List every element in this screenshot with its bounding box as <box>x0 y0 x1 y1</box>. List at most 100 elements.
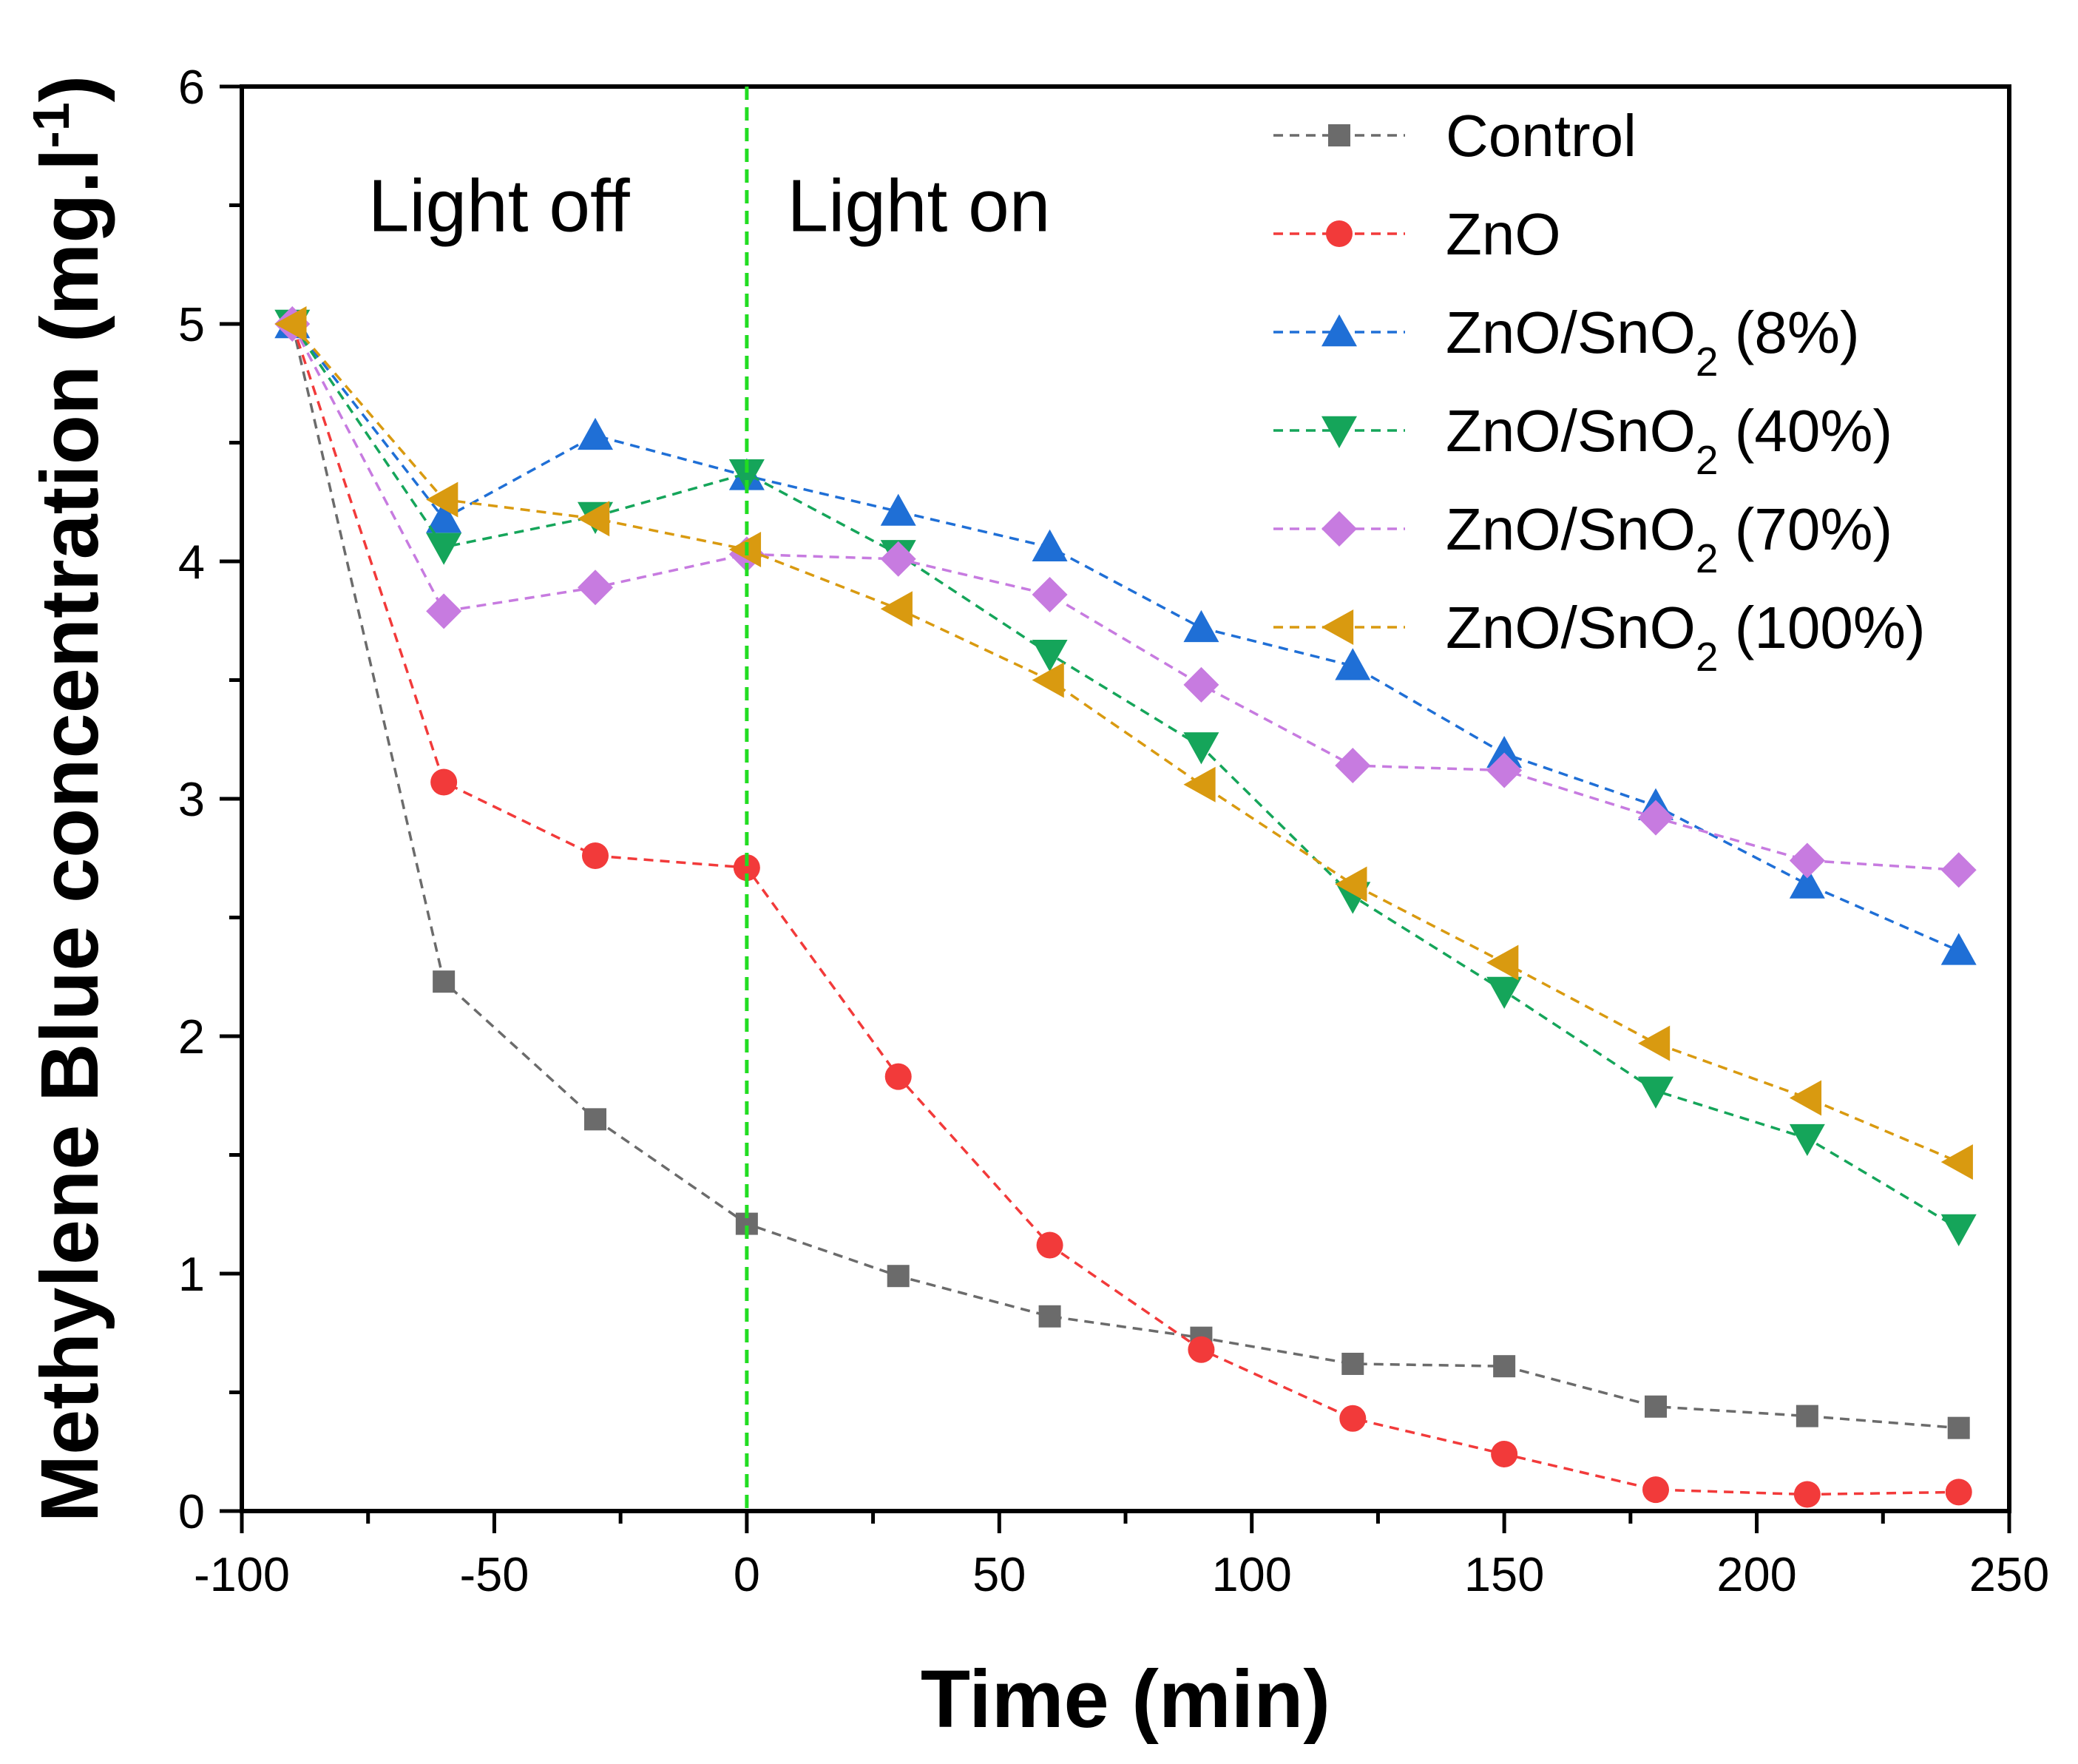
data-point <box>1491 1440 1518 1467</box>
series-line <box>291 323 1959 1496</box>
data-point <box>1486 752 1523 788</box>
data-point <box>1493 1355 1516 1378</box>
data-point <box>887 1265 910 1288</box>
data-point <box>582 842 609 870</box>
y-axis-title-main: Methylene Blue concentration (mg.l <box>24 148 115 1522</box>
data-point <box>1945 1479 1972 1506</box>
data-point <box>1486 944 1519 981</box>
legend-item-3: ZnO/SnO2 (8%) <box>1273 300 1860 385</box>
series-5 <box>274 306 1977 888</box>
legend-label: ZnO <box>1446 201 1561 267</box>
legend-label-name: ZnO <box>1446 201 1561 267</box>
legend-item-6: ZnO/SnO2 (100%) <box>1273 595 1926 680</box>
legend-label-suffix: (100%) <box>1718 595 1925 660</box>
series-6 <box>274 306 1973 1180</box>
data-point <box>1789 1123 1825 1157</box>
x-tick-label: -50 <box>459 1547 529 1601</box>
legend-label-suffix: (8%) <box>1718 300 1859 365</box>
data-point <box>1638 1025 1671 1061</box>
data-point <box>884 1063 912 1090</box>
legend-swatch-marker <box>1321 511 1357 547</box>
legend-label-subscript: 2 <box>1696 634 1719 680</box>
data-point <box>1940 1144 1973 1180</box>
data-point <box>1947 1416 1970 1439</box>
legend-label: ZnO/SnO2 (70%) <box>1446 496 1892 581</box>
data-point <box>1940 852 1977 888</box>
data-point <box>733 854 760 882</box>
data-point <box>426 481 458 518</box>
legend-label: ZnO/SnO2 (40%) <box>1446 398 1892 483</box>
data-point <box>1789 842 1825 879</box>
legend-label-subscript: 2 <box>1696 339 1719 385</box>
data-point <box>1341 1352 1364 1375</box>
data-point <box>1038 1305 1061 1328</box>
legend-label-suffix: (40%) <box>1718 398 1892 464</box>
data-point <box>433 970 456 993</box>
series-line <box>291 323 1960 1230</box>
legend-swatch-marker <box>1328 124 1350 146</box>
y-tick-label: 4 <box>178 535 205 589</box>
y-tick-label: 0 <box>178 1484 205 1538</box>
x-tick-label: 100 <box>1211 1547 1291 1601</box>
data-point <box>1789 1080 1822 1116</box>
y-tick-label: 2 <box>178 1010 205 1064</box>
data-point <box>1335 748 1371 784</box>
x-tick-label: 200 <box>1716 1547 1796 1601</box>
data-point <box>1486 736 1523 768</box>
data-point <box>1335 648 1371 680</box>
data-point <box>1638 800 1673 836</box>
legend-label: Control <box>1446 103 1637 169</box>
data-point <box>430 768 458 796</box>
x-tick-label: 150 <box>1464 1547 1544 1601</box>
data-point <box>1645 1395 1667 1418</box>
data-point <box>578 570 613 606</box>
legend-item-1: Control <box>1273 103 1637 169</box>
data-point <box>1183 609 1219 643</box>
legend-label-name: ZnO/SnO <box>1446 398 1696 464</box>
legend-label-name: ZnO/SnO <box>1446 496 1696 562</box>
data-point <box>1940 1214 1977 1247</box>
data-point <box>880 493 916 526</box>
data-point <box>1183 732 1219 765</box>
data-point <box>1032 529 1068 561</box>
data-point <box>1036 1231 1063 1259</box>
x-tick-label: 250 <box>1969 1547 2049 1601</box>
data-point <box>880 591 913 627</box>
data-point <box>584 1108 606 1131</box>
data-point <box>1940 933 1977 965</box>
data-point <box>426 501 462 533</box>
x-tick-label: 0 <box>734 1547 760 1601</box>
y-tick-label: 5 <box>178 297 205 351</box>
legend-label-name: Control <box>1446 103 1637 169</box>
y-tick-label: 1 <box>178 1247 205 1301</box>
y-tick-label: 3 <box>178 772 205 826</box>
series-line <box>291 322 1960 953</box>
legend-label-suffix: (70%) <box>1718 496 1892 562</box>
y-axis-title-sup: -1 <box>22 102 80 148</box>
legend-label-name: ZnO/SnO <box>1446 595 1696 660</box>
legend-label: ZnO/SnO2 (8%) <box>1446 300 1860 385</box>
data-point <box>880 541 916 577</box>
data-point <box>1335 866 1367 902</box>
data-point <box>1032 639 1068 672</box>
data-point <box>274 306 307 342</box>
x-axis-title: Time (min) <box>921 1654 1330 1745</box>
data-point <box>1183 766 1216 802</box>
data-point <box>1789 866 1825 899</box>
data-point <box>1793 1481 1821 1508</box>
data-point <box>1183 666 1219 703</box>
data-point <box>578 501 610 537</box>
legend-item-4: ZnO/SnO2 (40%) <box>1273 398 1892 483</box>
data-point <box>728 459 765 492</box>
series-line <box>291 323 1959 872</box>
legend-swatch-marker <box>1321 314 1357 347</box>
y-axis-title: Methylene Blue concentration (mg.l-1) <box>22 75 115 1523</box>
legend-label-subscript: 2 <box>1696 437 1719 483</box>
x-tick-label: -100 <box>194 1547 290 1601</box>
legend-swatch-marker <box>1321 609 1354 645</box>
data-point <box>1188 1336 1215 1363</box>
x-tick-label: 50 <box>972 1547 1026 1601</box>
series-line <box>291 322 1960 1163</box>
legend-item-5: ZnO/SnO2 (70%) <box>1273 496 1892 581</box>
